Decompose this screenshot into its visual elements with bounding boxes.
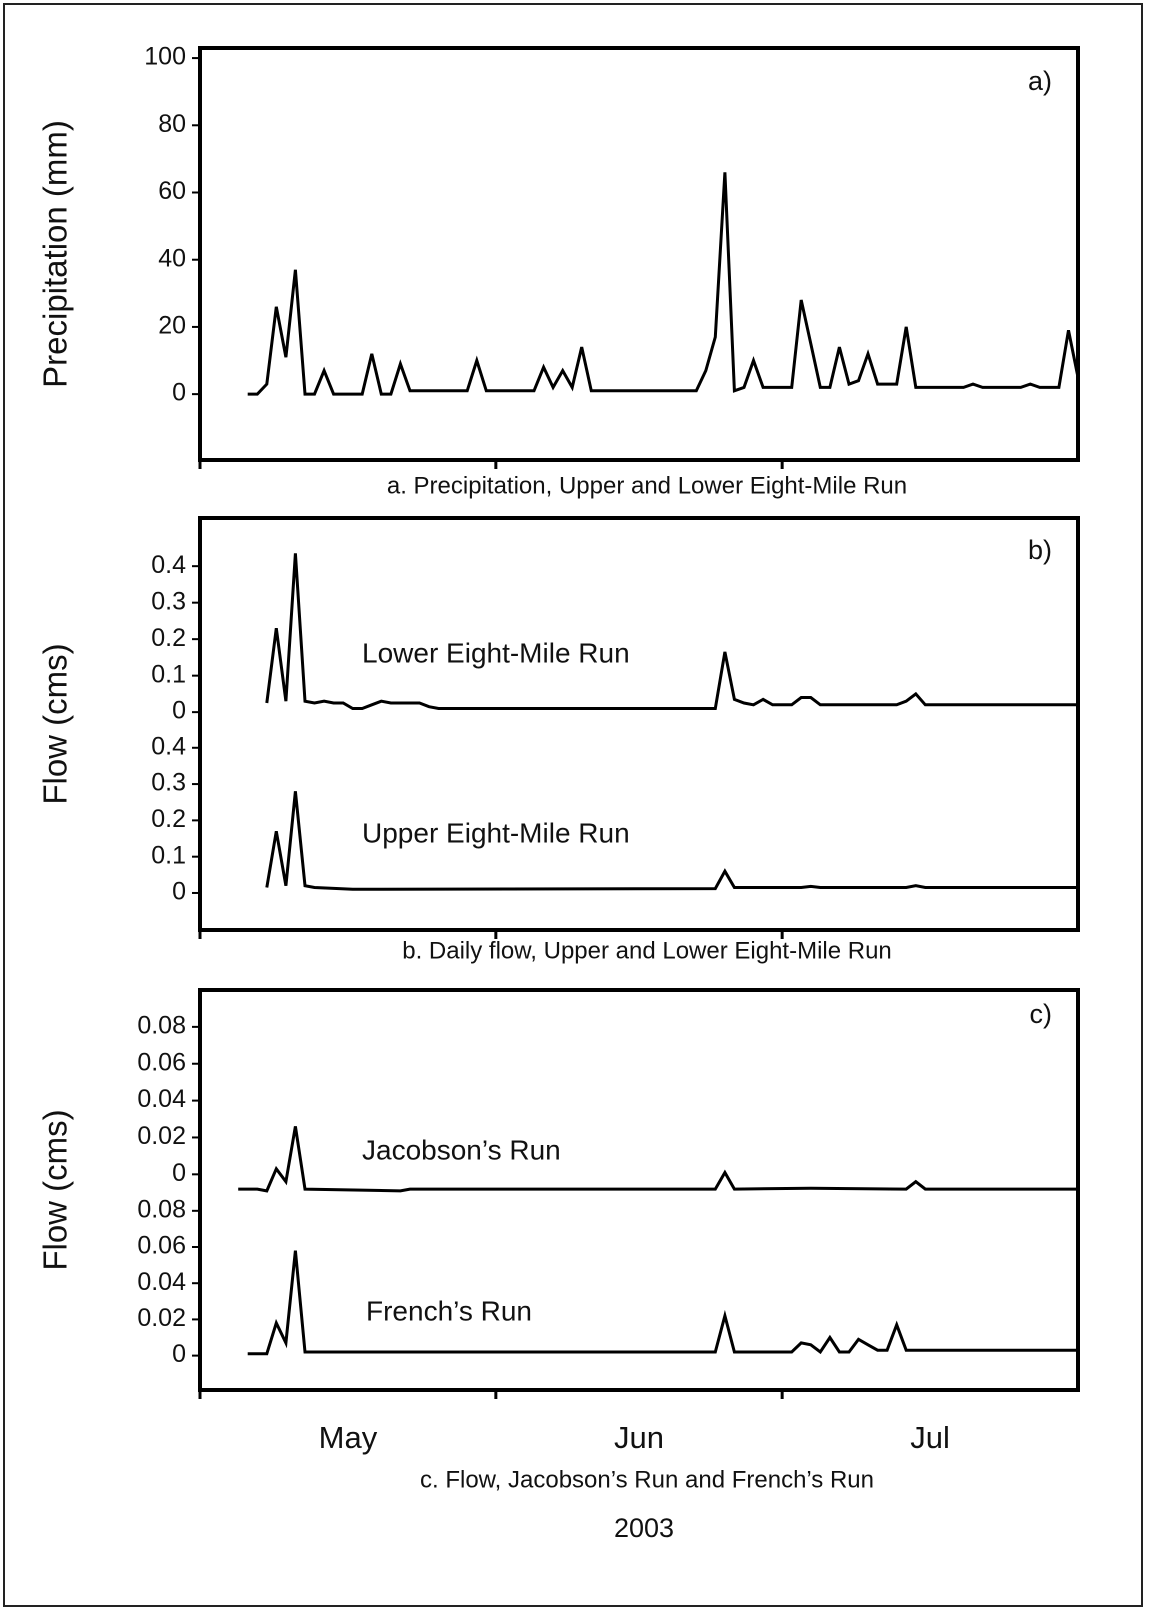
plot-frame <box>198 46 1080 462</box>
y-tick-label: 0 <box>172 1340 186 1368</box>
y-tick-label: 0.4 <box>151 732 186 760</box>
y-tick-label: 0.1 <box>151 660 186 688</box>
series-label: Lower Eight-Mile Run <box>362 637 630 668</box>
caption: c. Flow, Jacobson’s Run and French’s Run <box>420 1466 874 1493</box>
series-line <box>265 553 1078 710</box>
y-tick-label: 0.04 <box>137 1268 186 1296</box>
y-tick-label: 0.08 <box>137 1011 186 1039</box>
y-tick-label: 0 <box>172 379 186 407</box>
y-tick-label: 0.02 <box>137 1304 186 1332</box>
y-tick-label: 0.2 <box>151 624 186 652</box>
series-line <box>247 172 1080 396</box>
x-tick-label: May <box>319 1420 378 1455</box>
y-tick-label: 0.06 <box>137 1048 186 1076</box>
panel-label: b) <box>1028 535 1052 565</box>
y-tick-label: 0.08 <box>137 1195 186 1223</box>
y-tick-label: 0.02 <box>137 1122 186 1150</box>
series-label: French’s Run <box>366 1295 532 1326</box>
plot-frame <box>198 516 1080 932</box>
y-tick-label: 60 <box>158 177 186 205</box>
y-tick-label: 0.2 <box>151 805 186 833</box>
y-tick-label: 80 <box>158 110 186 138</box>
y-tick-label: 0.06 <box>137 1232 186 1260</box>
y-tick-label: 0.1 <box>151 841 186 869</box>
series-label: Upper Eight-Mile Run <box>362 817 630 848</box>
y-tick-label: 0 <box>172 697 186 725</box>
y-axis-label: Flow (cms) <box>37 643 74 804</box>
y-tick-label: 0.4 <box>151 551 186 579</box>
series-line <box>247 1250 1078 1356</box>
caption: b. Daily flow, Upper and Lower Eight-Mil… <box>402 937 892 964</box>
x-tick-label: Jun <box>614 1420 664 1455</box>
panel-label: c) <box>1030 999 1053 1029</box>
series-line <box>238 1126 1078 1193</box>
y-axis-label: Flow (cms) <box>37 1109 74 1270</box>
y-tick-label: 40 <box>158 244 186 272</box>
y-tick-label: 20 <box>158 312 186 340</box>
y-tick-label: 100 <box>144 43 186 71</box>
panel-label: a) <box>1028 66 1052 96</box>
y-axis-label: Precipitation (mm) <box>37 120 74 388</box>
x-tick-label: Jul <box>910 1420 950 1455</box>
y-tick-label: 0.3 <box>151 587 186 615</box>
x-axis-label: 2003 <box>614 1513 674 1543</box>
figure-border <box>3 3 1143 1607</box>
series-label: Jacobson’s Run <box>362 1134 561 1165</box>
y-tick-label: 0.3 <box>151 769 186 797</box>
series-line <box>265 791 1078 891</box>
y-tick-label: 0 <box>172 878 186 906</box>
y-tick-label: 0.04 <box>137 1085 186 1113</box>
caption: a. Precipitation, Upper and Lower Eight-… <box>387 472 907 499</box>
y-tick-label: 0 <box>172 1159 186 1187</box>
